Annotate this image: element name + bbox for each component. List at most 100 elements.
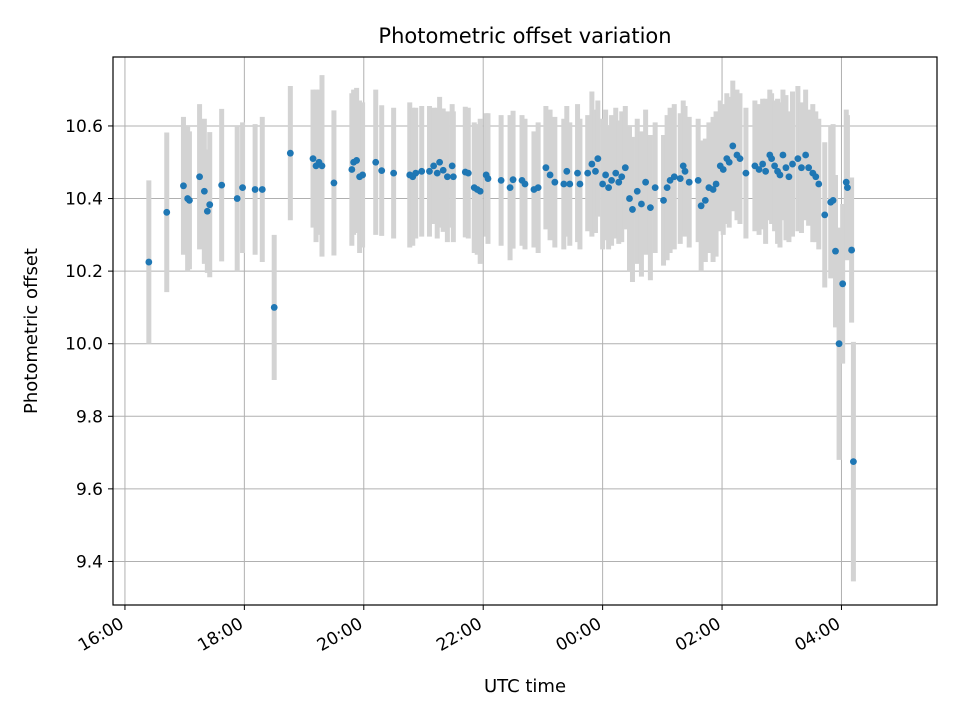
data-point [681,167,689,175]
data-point [180,182,187,190]
data-point [844,184,851,192]
data-point [584,169,592,177]
data-point [709,186,717,193]
data-point [412,169,420,177]
data-point [719,166,727,173]
axes-frame [112,56,938,606]
data-point [239,184,246,192]
data-point [203,207,211,215]
data-point [759,160,767,168]
data-point [592,167,599,175]
data-points [145,142,857,466]
data-point [378,167,386,174]
y-tick-label: 10.6 [65,117,103,137]
data-point [679,162,687,170]
data-point [546,171,554,179]
data-point [670,173,678,181]
data-point [832,247,839,255]
data-point [484,175,492,182]
data-point [186,196,193,204]
data-point [594,155,602,163]
y-tick-label: 9.8 [76,407,103,427]
data-point [206,201,214,209]
data-point [218,181,226,189]
data-point [850,458,857,466]
data-point [476,187,484,195]
x-axis-label: UTC time [484,676,566,697]
data-point [694,176,702,184]
data-point [736,155,744,163]
data-point [633,187,641,195]
data-point [430,162,438,170]
y-axis-ticks: 9.4 9.6 9.8 10.0 10.2 10.4 10.6 [65,117,113,572]
data-point [449,173,457,181]
data-point [712,180,720,188]
data-point [353,157,361,164]
data-point [163,208,171,216]
y-tick-label: 9.4 [76,552,103,572]
data-point [621,164,629,172]
data-point [563,167,571,175]
data-point [839,280,847,288]
data-point [798,164,805,172]
data-point [785,173,793,181]
data-point [794,155,802,163]
data-point [605,184,612,192]
data-point [196,173,203,181]
data-point [443,173,451,181]
data-point [359,171,366,179]
data-point [233,195,241,202]
data-point [542,164,550,172]
data-point [602,171,610,179]
data-point [258,186,266,193]
data-point [418,167,426,175]
data-point [534,184,542,192]
data-point [560,180,568,188]
data-point [599,180,607,188]
data-point [776,171,784,179]
data-point [200,187,208,195]
data-point [815,180,823,188]
data-point [464,169,472,177]
data-point [842,178,850,186]
data-point [725,158,733,166]
data-point [768,155,776,163]
data-point [506,184,514,192]
data-point [330,179,338,187]
data-point [551,178,559,186]
data-point [685,178,693,186]
data-point [802,151,810,159]
data-point [729,142,737,150]
data-point [615,178,623,186]
data-point [638,200,645,208]
data-point [646,204,654,212]
data-point [651,184,659,192]
data-point [372,158,380,166]
data-point [835,340,843,348]
data-point [348,166,356,173]
data-point [789,160,796,168]
data-point [782,164,790,172]
data-point [771,162,778,170]
data-point [439,166,447,174]
data-point [426,167,433,175]
data-point [762,167,770,175]
data-point [497,176,505,184]
data-point [821,211,829,219]
data-point [145,258,153,266]
data-point [251,186,259,193]
data-point [812,173,820,181]
data-point [309,155,317,163]
chart-title: Photometric offset variation [378,24,671,48]
data-point [270,304,278,311]
data-point [848,246,856,254]
y-tick-label: 10.2 [65,262,103,282]
y-axis-label: Photometric offset [21,248,42,414]
data-point [829,196,837,204]
data-point [612,169,620,177]
data-point [701,196,709,204]
data-point [626,195,633,202]
data-point [588,160,596,168]
data-point [574,169,581,177]
